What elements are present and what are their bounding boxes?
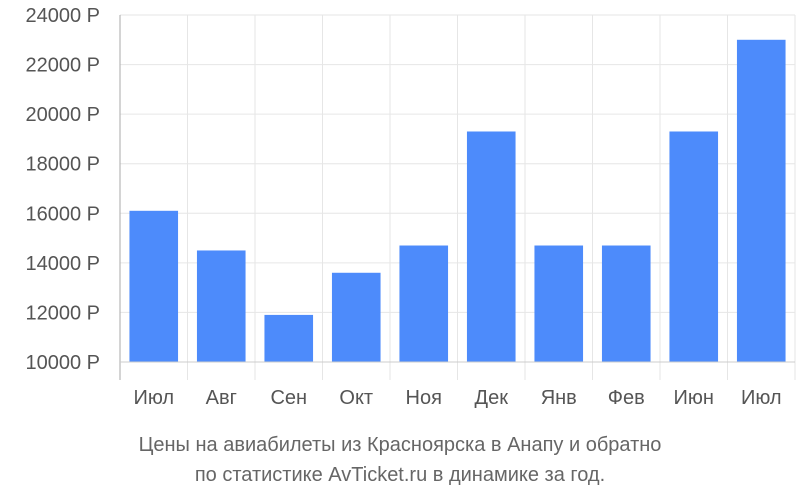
bar — [264, 314, 314, 362]
x-tick-label: Дек — [475, 387, 509, 409]
x-axis-labels: Июл Авг Сен Окт Ноя Дек Янв Фев Июн Июл — [133, 387, 781, 409]
x-tick-label: Ноя — [406, 387, 442, 409]
caption-line-1: Цены на авиабилеты из Красноярска в Анап… — [138, 434, 662, 456]
x-tick-label: Июл — [133, 387, 174, 409]
bar — [669, 131, 719, 362]
chart-caption: Цены на авиабилеты из Красноярска в Анап… — [0, 430, 800, 490]
caption-line-2: по статистике AvTicket.ru в динамике за … — [194, 464, 606, 486]
x-tick-label: Сен — [270, 387, 307, 409]
grid-lines — [119, 14, 796, 380]
x-tick-label: Июн — [674, 387, 714, 409]
x-tick-label: Июл — [741, 387, 782, 409]
y-tick-label: 16000 Р — [25, 203, 100, 225]
y-tick-label: 10000 Р — [25, 352, 100, 374]
y-tick-label: 20000 Р — [25, 104, 100, 126]
bar — [196, 250, 246, 362]
y-tick-label: 12000 Р — [25, 302, 100, 324]
y-axis-labels: 10000 Р 12000 Р 14000 Р 16000 Р 18000 Р 20000… — [25, 5, 100, 374]
y-tick-label: 24000 Р — [25, 5, 100, 27]
y-tick-label: 22000 Р — [25, 55, 100, 77]
bars — [129, 39, 786, 363]
axes — [119, 15, 795, 380]
bar — [129, 210, 179, 362]
x-tick-label: Фев — [608, 387, 645, 409]
y-tick-label: 18000 Р — [25, 154, 100, 176]
bar — [601, 245, 651, 362]
bar — [331, 272, 381, 362]
price-chart: 10000 Р 12000 Р 14000 Р 16000 Р 18000 Р 20000… — [25, 5, 796, 409]
x-tick-label: Окт — [339, 387, 373, 409]
bar — [399, 245, 449, 362]
x-tick-label: Авг — [206, 387, 237, 409]
y-tick-label: 14000 Р — [25, 253, 100, 275]
x-tick-label: Янв — [541, 387, 577, 409]
bar — [736, 39, 786, 363]
bar — [534, 245, 584, 362]
bar — [466, 131, 516, 362]
